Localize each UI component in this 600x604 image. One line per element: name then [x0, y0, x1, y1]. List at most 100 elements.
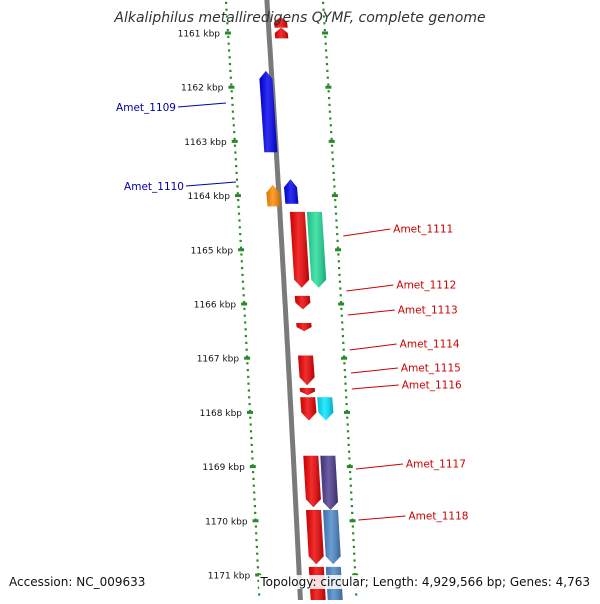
- gene-shading: [306, 510, 324, 565]
- ruler-label: 1169 kbp: [202, 463, 245, 473]
- ruler-dot: [322, 15, 326, 18]
- ruler-dot: [353, 552, 356, 555]
- ruler-dot: [335, 219, 338, 222]
- gene-Amet_1113[interactable]: [296, 323, 312, 332]
- ruler-dot: [330, 137, 333, 140]
- ruler-label: 1162 kbp: [181, 84, 224, 94]
- ruler-dot: [228, 56, 231, 59]
- ruler-dot: [246, 362, 249, 365]
- ruler-dot: [336, 233, 339, 236]
- gene-label-Amet_1112[interactable]: Amet_1112: [396, 280, 456, 292]
- ruler-dot: [343, 362, 346, 365]
- gene-label-Amet_1115[interactable]: Amet_1115: [401, 363, 461, 375]
- ruler-dot: [253, 491, 256, 494]
- ruler-dot: [328, 103, 331, 106]
- gene-top-arrow[interactable]: [274, 27, 289, 39]
- ruler-dot: [247, 389, 250, 392]
- gene-shading: [294, 295, 311, 310]
- gene-label-Amet_1116[interactable]: Amet_1116: [402, 380, 462, 392]
- ruler-label: 1168 kbp: [200, 409, 243, 419]
- ruler-dot: [328, 110, 331, 113]
- gene-Amet_1111[interactable]: [289, 211, 310, 288]
- gene-label-Amet_1114[interactable]: Amet_1114: [400, 339, 460, 351]
- gene-track[interactable]: [259, 16, 343, 604]
- ruler-dot: [341, 321, 344, 324]
- ruler-dot: [240, 253, 243, 256]
- ruler-label: 1171 kbp: [208, 572, 251, 582]
- gene-shading: [320, 455, 338, 510]
- ruler-dot: [258, 593, 261, 596]
- ruler-tick: [241, 302, 248, 306]
- gene-blue-small[interactable]: [284, 179, 299, 204]
- ruler-dot: [329, 117, 332, 120]
- ruler-dot: [251, 457, 254, 460]
- ruler-label: 1167 kbp: [197, 355, 240, 365]
- ruler-tick: [244, 356, 251, 360]
- ruler-dot: [237, 212, 241, 215]
- gene-steelblue-1[interactable]: [323, 510, 341, 565]
- ruler: 1161 kbp 1162 kbp 1163 kbp 1164 kbp 1165 kbp…: [178, 1, 359, 603]
- gene-Amet_1112[interactable]: [294, 295, 311, 310]
- ruler-tick: [346, 465, 353, 469]
- ruler-dot: [236, 185, 239, 188]
- gene-purple[interactable]: [320, 455, 338, 510]
- gene-shading: [284, 179, 299, 204]
- ruler-dot: [332, 171, 335, 174]
- ruler-dot: [239, 233, 242, 236]
- ruler-dot: [249, 416, 252, 419]
- gene-label-Amet_1118[interactable]: Amet_1118: [409, 511, 469, 523]
- ruler-tick: [349, 519, 356, 523]
- ruler-dot: [336, 246, 340, 249]
- gene-shading: [259, 70, 278, 153]
- ruler-dot: [352, 532, 355, 535]
- ruler-dot: [322, 1, 325, 4]
- gene-Amet_1118[interactable]: [306, 510, 324, 565]
- ruler-dot: [237, 205, 240, 208]
- gene-Amet_1110[interactable]: [266, 184, 281, 207]
- ruler-tick: [322, 31, 328, 35]
- ruler-dot: [251, 450, 254, 453]
- ruler-dot: [238, 219, 241, 222]
- gene-teal[interactable]: [306, 211, 327, 288]
- gene-label-Amet_1111[interactable]: Amet_1111: [393, 224, 453, 236]
- gene-shading: [299, 388, 316, 396]
- gene-cyan[interactable]: [317, 397, 334, 421]
- ruler-dot: [347, 443, 350, 446]
- gene-Amet_1109[interactable]: [259, 70, 278, 153]
- accession-text: Accession: NC_009633: [8, 575, 147, 589]
- ruler-dot: [327, 90, 330, 93]
- gene-top-fragment[interactable]: [274, 16, 288, 28]
- gene-shading: [306, 211, 327, 288]
- ruler-dot: [328, 97, 331, 100]
- gene-label-Amet_1110[interactable]: Amet_1110: [124, 181, 184, 193]
- ruler-dot: [323, 22, 326, 25]
- gene-Amet_1116[interactable]: [300, 397, 317, 421]
- label-leader: [343, 228, 391, 237]
- gene-Amet_1115[interactable]: [299, 388, 316, 396]
- gene-label-Amet_1113[interactable]: Amet_1113: [398, 305, 458, 317]
- ruler-dot: [244, 335, 247, 338]
- ruler-dot: [235, 171, 238, 174]
- ruler-tick: [225, 31, 231, 35]
- ruler-dot: [346, 430, 350, 433]
- ruler-dot: [228, 49, 231, 52]
- ruler-dot: [329, 124, 332, 127]
- ruler-label: 1161 kbp: [178, 30, 221, 40]
- ruler-dot: [248, 403, 251, 406]
- ruler-dot: [241, 280, 244, 283]
- ruler-tick: [341, 356, 348, 360]
- ruler-dot: [340, 314, 343, 317]
- gene-label-Amet_1109[interactable]: Amet_1109: [116, 102, 176, 114]
- ruler-dot: [237, 199, 240, 202]
- ruler-dot: [256, 559, 259, 562]
- gene-Amet_1114[interactable]: [298, 355, 315, 386]
- ruler-dot: [325, 63, 329, 66]
- ruler-dot: [327, 83, 330, 86]
- gene-shading: [303, 455, 321, 508]
- gene-Amet_1117[interactable]: [303, 455, 321, 508]
- ruler-dot: [341, 335, 344, 338]
- ruler-dot: [246, 355, 249, 358]
- gene-label-Amet_1117[interactable]: Amet_1117: [406, 459, 466, 471]
